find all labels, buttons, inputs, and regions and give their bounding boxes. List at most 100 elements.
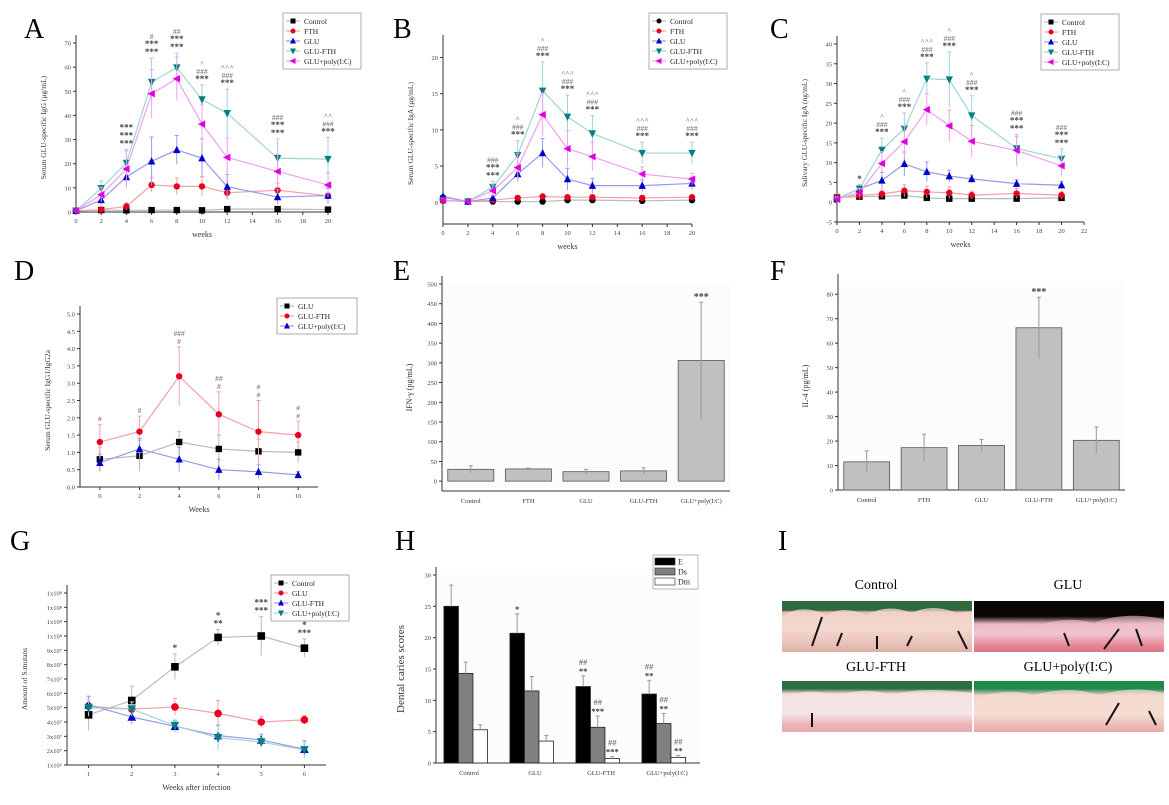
- significance-label: #: [296, 403, 300, 412]
- plot-area: 0 10 20 30 40 50 60 70 80 IL-4 (pg/mL) Control FTH G…: [801, 274, 1125, 504]
- data-point: [170, 721, 180, 731]
- y-tick-label: 0: [68, 210, 71, 217]
- x-tick-label: 5: [260, 771, 263, 778]
- significance-label: ##: [173, 27, 181, 36]
- arrow-icon: [1063, 632, 1070, 647]
- significance-label: ***: [694, 292, 709, 303]
- legend-label: GLU-FTH: [298, 312, 331, 321]
- significance-label: #: [257, 383, 261, 392]
- data-point: [214, 709, 222, 718]
- data-point: [97, 190, 105, 199]
- data-point: [273, 167, 281, 176]
- arrow-icon: [1105, 702, 1120, 726]
- y-tick-label: 70: [827, 316, 834, 323]
- legend-label: Control: [292, 579, 315, 588]
- y-tick-label: 1x10⁸: [47, 634, 63, 641]
- panel-letter-g: G: [10, 526, 31, 557]
- chart-a: 0 10 20 30 40 50 60 70 0 2 4 6 8 10 12 14 16 18 20 weeks Ser…: [39, 12, 362, 239]
- y-tick-label: 4.5: [67, 329, 75, 336]
- significance-label: ##: [215, 374, 223, 383]
- y-tick-label: 3.5: [67, 363, 75, 370]
- data-point: [123, 203, 130, 210]
- x-tick-label: 8: [257, 493, 260, 500]
- data-point: [215, 465, 223, 473]
- series-control: [72, 205, 332, 214]
- data-point: [488, 186, 496, 195]
- panel-letter-i: I: [778, 526, 788, 557]
- teeth-drawing-glu-poly: [974, 689, 1164, 732]
- panel-b: B 0 5 10 15 20 0 2 4 6 8 10 12 14 16 18 20 weeks Serum GL…: [370, 0, 755, 260]
- data-point: [638, 149, 646, 158]
- x-tick-label: Control: [461, 498, 481, 505]
- data-point: [96, 438, 104, 446]
- x-tick-label: 8: [175, 218, 178, 225]
- data-point: [84, 703, 93, 713]
- significance-label: ***: [220, 78, 234, 88]
- significance-label: ***: [255, 606, 269, 616]
- series-glu: [84, 695, 309, 728]
- data-point: [284, 313, 290, 319]
- data-point: [172, 75, 180, 83]
- data-point: [1057, 162, 1065, 170]
- photo-teeth-glu-fth: [782, 681, 972, 732]
- y-tick-label: 15: [826, 140, 833, 147]
- y-tick-label: 1x10⁸: [47, 619, 63, 626]
- data-point: [878, 146, 886, 155]
- significance-label: ###: [587, 97, 599, 106]
- data-point: [127, 705, 137, 714]
- teeth-drawing-glu: [974, 615, 1164, 652]
- significance-label: ***: [486, 162, 500, 172]
- data-point: [278, 580, 284, 586]
- significance-label: #: [257, 391, 261, 400]
- data-point: [638, 181, 646, 189]
- plot-area: 0 5 10 15 20 25 30 Dental caries scores Control *…: [395, 567, 700, 777]
- significance-label: ###: [876, 120, 888, 129]
- data-point: [254, 467, 263, 475]
- series-glu-poly-i-c-: [71, 56, 332, 215]
- data-point: [71, 207, 80, 215]
- significance-label: ##: [579, 657, 588, 667]
- significance-label: ***: [120, 123, 134, 133]
- y-tick-label: 60: [65, 65, 72, 72]
- significance-label: ***: [635, 131, 649, 141]
- photo-caption-glu-poly: GLU+poly(I:C): [1023, 660, 1113, 675]
- y-tick-label: 5: [829, 180, 832, 187]
- y-tick-label: 80: [827, 292, 834, 299]
- y-tick-label: 70: [65, 41, 72, 48]
- x-tick-label: 2: [130, 771, 133, 778]
- significance-label: *: [302, 620, 307, 630]
- significance-label: ###: [1011, 109, 1023, 118]
- x-tick-label: 10: [946, 228, 953, 235]
- data-point: [538, 148, 547, 157]
- bar: [509, 632, 525, 764]
- significance-label: *: [857, 174, 862, 184]
- data-point: [215, 411, 223, 418]
- significance-label: ##: [608, 738, 617, 748]
- series-glu-poly-i-c-: [832, 93, 1065, 204]
- significance-label: ***: [1031, 287, 1046, 298]
- panel-d: D 0.0 0.5 1.0 1.5 2.0 2.5 3.0 3.5 4.0 4.5 5.0 0 2 4 6 8…: [0, 256, 370, 524]
- significance-label: ^: [516, 115, 520, 124]
- y-tick-label: 10: [432, 127, 439, 134]
- bar: [656, 723, 672, 764]
- data-point: [563, 174, 572, 183]
- significance-label: *: [216, 611, 221, 621]
- x-tick-label: GLU-FTH: [1025, 497, 1053, 504]
- data-point: [1047, 59, 1054, 65]
- significance-label: ***: [1055, 138, 1069, 148]
- data-point: [197, 120, 206, 128]
- panel-e: E 0 50 100 150 200 250 300 350 400 450 500 IFN-γ (p…: [370, 256, 755, 524]
- significance-label: ***: [685, 131, 699, 141]
- x-tick-label: GLU+poly(I:C): [681, 498, 722, 505]
- data-point: [223, 110, 231, 118]
- data-point: [136, 428, 143, 435]
- data-point: [832, 195, 841, 204]
- significance-label: #: [138, 406, 142, 415]
- y-axis-label: Dental caries scores: [395, 625, 407, 713]
- legend-label: GLU-FTH: [292, 599, 325, 608]
- legend-label: FTH: [304, 27, 319, 36]
- significance-label: ###: [899, 95, 911, 104]
- data-point: [563, 145, 571, 153]
- y-tick-label: 40: [826, 42, 833, 49]
